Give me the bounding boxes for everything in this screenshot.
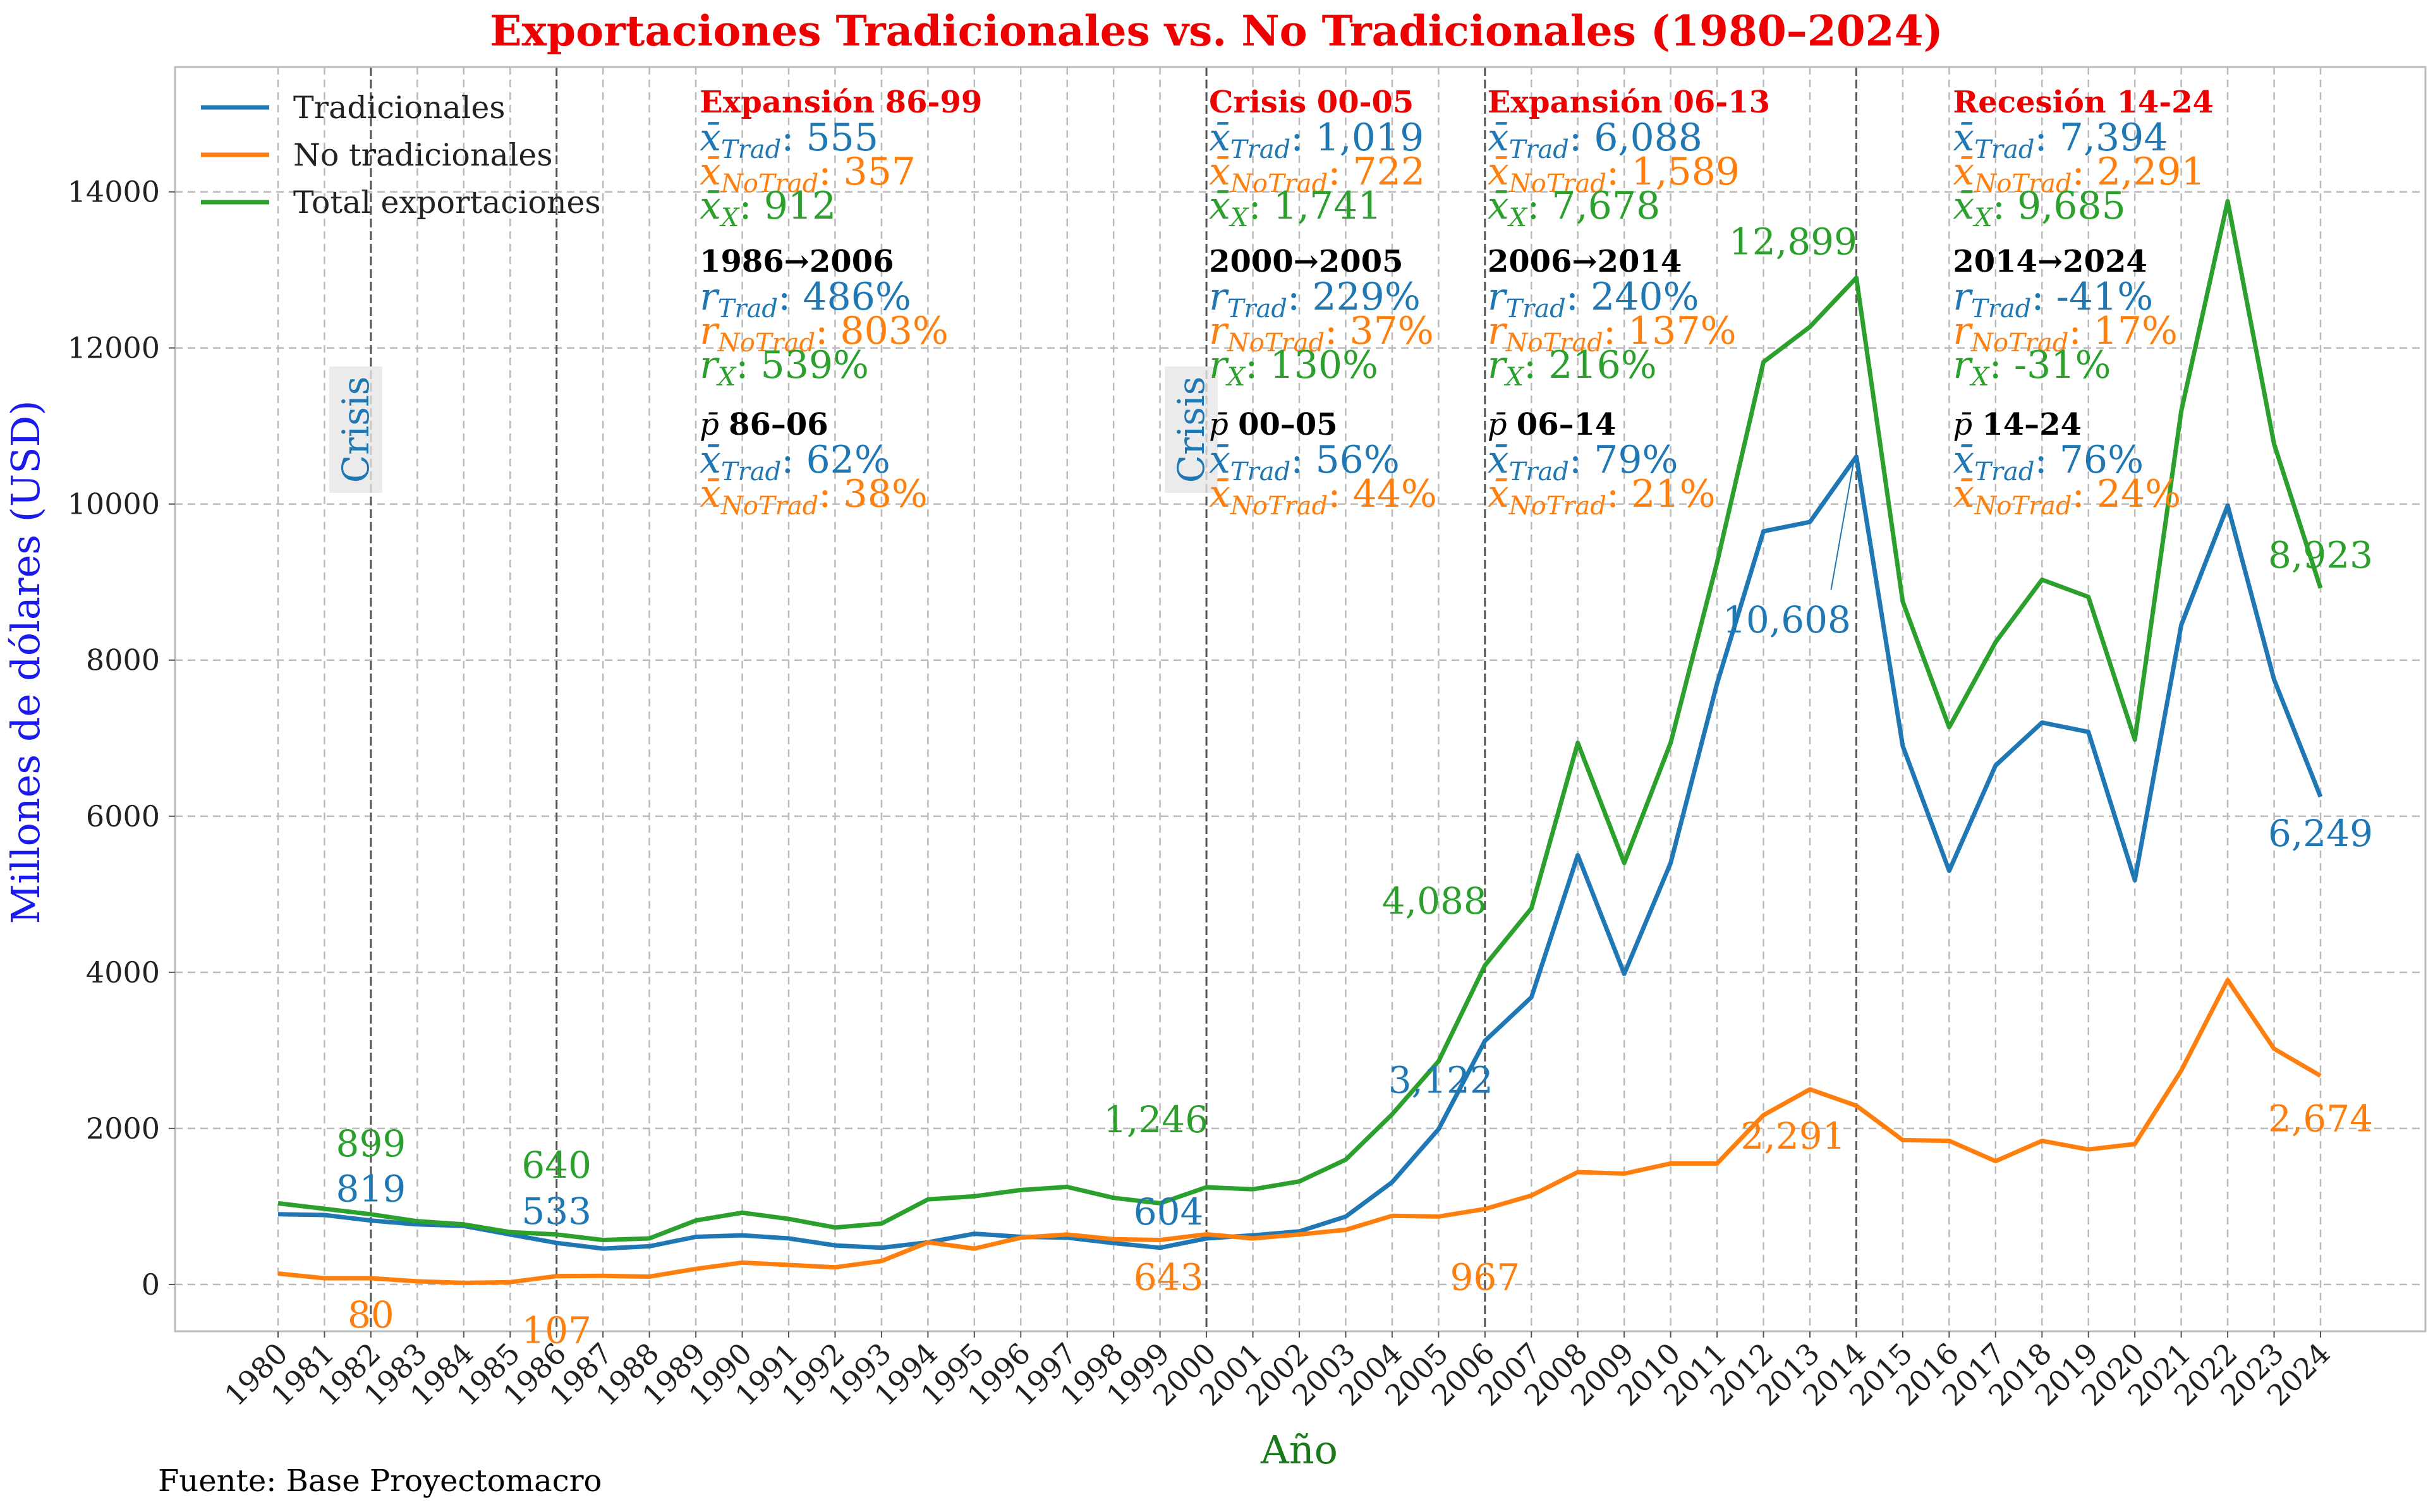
- period-share-line: x̄NoTrad: 44%: [1209, 472, 1437, 521]
- data-point-label: 533: [521, 1190, 592, 1233]
- crisis-label-box: [1165, 366, 1218, 493]
- crisis-label-group: Crisis: [1165, 366, 1218, 493]
- y-tick-label: 10000: [68, 487, 160, 521]
- plot-area: 0200040006000800010000120001400019801981…: [68, 66, 2427, 1413]
- data-point-label: 643: [1134, 1255, 1204, 1298]
- period-share-title: p̄ 00–05: [1209, 407, 1338, 442]
- period-growth-line: rNoTrad: 137%: [1488, 309, 1737, 358]
- period-growth-line: rTrad: 486%: [700, 275, 911, 324]
- y-tick-label: 8000: [86, 643, 160, 677]
- data-point-label: 1,246: [1103, 1098, 1208, 1141]
- crisis-label: Crisis: [334, 377, 377, 483]
- plot-frame: [174, 66, 2427, 1333]
- period-growth-line: rTrad: -41%: [1953, 275, 2153, 324]
- legend-entry-non-traditional: No tradicionales: [293, 137, 553, 173]
- annotation-leader-line: [1830, 461, 1855, 590]
- period-growth-line: rX: 539%: [700, 343, 869, 392]
- period-growth-title: 2006→2014: [1488, 244, 1682, 279]
- crisis-label-box: [329, 366, 382, 493]
- period-mean-line: x̄NoTrad: 357: [700, 150, 916, 198]
- period-share-line: x̄NoTrad: 38%: [700, 472, 928, 521]
- data-point-label: 899: [336, 1122, 406, 1165]
- period-mean-line: x̄Trad: 1,019: [1209, 116, 1424, 164]
- period-share-line: x̄Trad: 79%: [1488, 438, 1678, 487]
- data-point-label: 819: [336, 1168, 406, 1211]
- data-point-label: 80: [348, 1293, 394, 1336]
- data-point-label: 967: [1450, 1255, 1520, 1298]
- period-title: Expansión 06-13: [1488, 85, 1770, 120]
- legend-entry-total: Total exportaciones: [293, 184, 601, 221]
- crisis-label-group: Crisis: [329, 366, 382, 493]
- period-share-line: x̄NoTrad: 24%: [1953, 472, 2181, 521]
- period-growth-line: rTrad: 229%: [1209, 275, 1421, 324]
- period-share-line: x̄Trad: 76%: [1953, 438, 2144, 487]
- y-tick-label: 14000: [68, 175, 160, 209]
- period-mean-line: x̄X: 912: [700, 184, 836, 233]
- y-tick-label: 12000: [68, 331, 160, 365]
- source-note: Fuente: Base Proyectomacro: [158, 1463, 602, 1499]
- data-point-label: 8,923: [2268, 534, 2373, 577]
- period-growth-line: rNoTrad: 37%: [1209, 309, 1434, 358]
- period-growth-line: rNoTrad: 803%: [700, 309, 949, 358]
- period-share-title: p̄ 06–14: [1488, 407, 1617, 442]
- non-traditional-series-line: [277, 977, 2322, 1285]
- data-point-label: 3,122: [1388, 1058, 1493, 1101]
- period-share-line: x̄NoTrad: 21%: [1488, 472, 1716, 521]
- period-mean-line: x̄X: 7,678: [1488, 184, 1660, 233]
- period-mean-line: x̄X: 9,685: [1953, 184, 2125, 233]
- period-growth-line: rX: 216%: [1488, 343, 1657, 392]
- y-axis-label: Millones de dólares (USD): [3, 400, 49, 924]
- data-point-label: 6,249: [2268, 812, 2373, 855]
- period-mean-line: x̄NoTrad: 1,589: [1488, 150, 1740, 198]
- period-growth-line: rX: 130%: [1209, 343, 1378, 392]
- y-tick-label: 6000: [86, 799, 160, 833]
- data-point-label: 604: [1134, 1190, 1204, 1233]
- y-tick-label: 2000: [86, 1111, 160, 1146]
- data-point-label: 4,088: [1382, 880, 1487, 922]
- chart-title: Exportaciones Tradicionales vs. No Tradi…: [490, 6, 1943, 56]
- period-share-title: p̄ 86–06: [700, 407, 828, 442]
- crisis-label: Crisis: [1170, 377, 1213, 483]
- data-point-label: 10,608: [1723, 598, 1851, 641]
- data-point-label: 12,899: [1729, 221, 1857, 263]
- period-growth-line: rNoTrad: 17%: [1953, 309, 2178, 358]
- period-share-title: p̄ 14–24: [1953, 407, 2082, 442]
- legend-entry-traditional: Tradicionales: [293, 90, 506, 126]
- period-growth-title: 1986→2006: [700, 244, 894, 279]
- period-mean-line: x̄NoTrad: 722: [1209, 150, 1425, 198]
- period-title: Recesión 14-24: [1953, 85, 2214, 120]
- period-mean-line: x̄Trad: 6,088: [1488, 116, 1702, 164]
- period-growth-line: rX: -31%: [1953, 343, 2111, 392]
- data-point-label: 107: [521, 1309, 592, 1352]
- period-mean-line: x̄Trad: 555: [700, 116, 878, 164]
- data-point-label: 640: [521, 1144, 592, 1187]
- y-tick-label: 4000: [86, 955, 160, 989]
- period-growth-title: 2014→2024: [1953, 244, 2147, 279]
- period-growth-title: 2000→2005: [1209, 244, 1403, 279]
- period-title: Expansión 86-99: [700, 85, 982, 120]
- data-point-label: 2,674: [2268, 1098, 2373, 1140]
- y-tick-label: 0: [142, 1267, 160, 1302]
- period-mean-line: x̄NoTrad: 2,291: [1953, 150, 2205, 198]
- x-axis-label: Año: [1260, 1427, 1338, 1473]
- data-point-label: 2,291: [1740, 1115, 1845, 1158]
- period-mean-line: x̄X: 1,741: [1209, 184, 1381, 233]
- total-series-line: [277, 199, 2323, 1242]
- period-share-line: x̄Trad: 56%: [1209, 438, 1400, 487]
- period-growth-line: rTrad: 240%: [1488, 275, 1699, 324]
- period-title: Crisis 00-05: [1209, 85, 1414, 120]
- period-share-line: x̄Trad: 62%: [700, 438, 890, 487]
- traditional-series-line: [277, 454, 2323, 1251]
- period-mean-line: x̄Trad: 7,394: [1953, 116, 2168, 164]
